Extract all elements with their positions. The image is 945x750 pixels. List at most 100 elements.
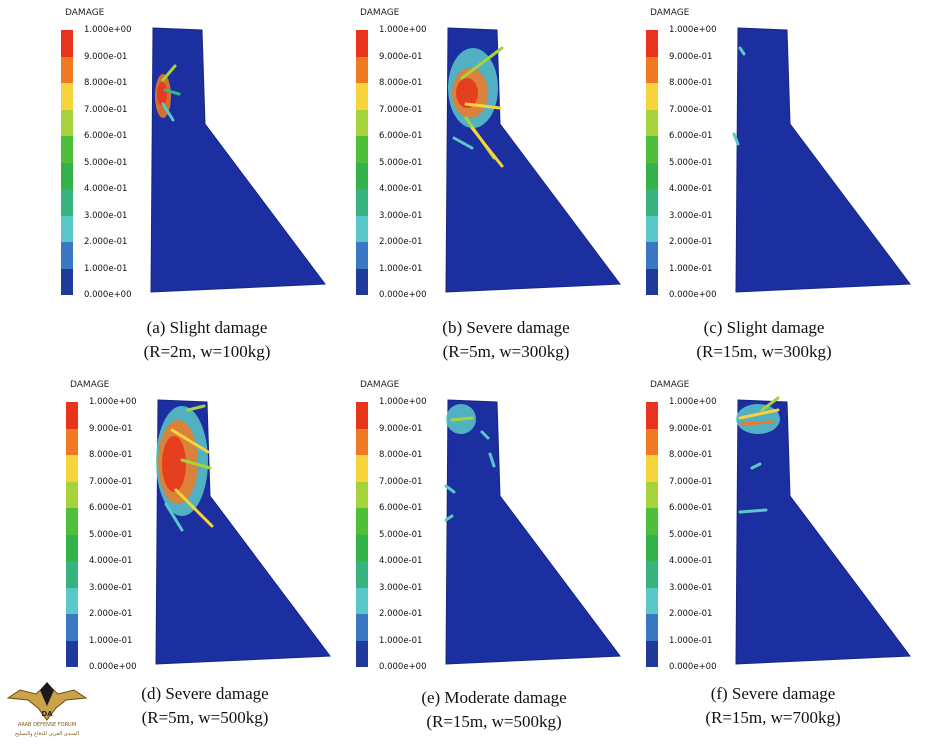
legend-swatch [356, 30, 368, 57]
damage-crack [161, 102, 175, 122]
legend-swatch [356, 215, 368, 242]
legend-swatch [61, 56, 73, 83]
panel-caption: (e) Moderate damage (R=15m, w=500kg) [364, 686, 624, 734]
caption-parameters: (R=15m, w=300kg) [696, 342, 832, 361]
legend-tick-label: 1.000e-01 [379, 635, 423, 646]
legend-swatch [646, 640, 658, 667]
legend-title: DAMAGE [65, 8, 105, 18]
legend-swatch [356, 402, 368, 429]
eagle-emblem-icon: DA [6, 682, 88, 721]
legend-tick-label: 4.000e-01 [669, 556, 713, 566]
damage-crack [186, 404, 206, 412]
watermark-logo: DA ARAB DEFENSE FORUM المنتدى العربي للد… [0, 676, 94, 743]
damage-crack [740, 420, 774, 426]
damage-crack [738, 46, 746, 56]
caption-parameters: (R=5m, w=500kg) [141, 708, 269, 727]
damage-crack [460, 46, 504, 80]
dam-cross-section [735, 396, 911, 665]
legend-tick-label: 2.000e-01 [89, 609, 133, 619]
legend-color-bar [356, 402, 368, 667]
legend-swatch [646, 189, 658, 216]
legend-title: DAMAGE [650, 8, 690, 18]
legend-tick-label: 3.000e-01 [669, 210, 713, 221]
legend-tick-label: 7.000e-01 [669, 104, 713, 115]
legend-swatch [356, 481, 368, 508]
legend-swatch [356, 534, 368, 561]
legend-tick-label: 9.000e-01 [89, 423, 133, 434]
legend-tick-label: 0.000e+00 [84, 290, 132, 300]
dam-cross-section [444, 399, 621, 665]
legend-swatch [61, 162, 73, 189]
legend-tick-label: 2.000e-01 [379, 237, 423, 247]
legend-color-bar [66, 402, 78, 667]
panel-caption: (a) Slight damage (R=2m, w=100kg) [77, 316, 337, 364]
legend-swatch [356, 455, 368, 482]
legend-swatch [646, 136, 658, 163]
legend-tick-label: 8.000e-01 [379, 78, 423, 88]
legend-swatch [646, 162, 658, 189]
legend-tick-label: 8.000e-01 [379, 450, 423, 460]
caption-title: (d) Severe damage [141, 684, 269, 703]
damage-crack [464, 102, 502, 110]
legend-swatch [61, 30, 73, 57]
damage-crack [164, 502, 184, 532]
legend-swatch [61, 109, 73, 136]
damage-crack [750, 462, 762, 470]
legend-tick-label: 6.000e-01 [84, 131, 128, 141]
legend-tick-label: 3.000e-01 [379, 582, 423, 593]
damage-crack [450, 416, 474, 422]
legend-swatch [66, 402, 78, 429]
legend-swatch [356, 56, 368, 83]
legend-tick-label: 1.000e+00 [89, 397, 137, 407]
legend-tick-label: 7.000e-01 [84, 104, 128, 115]
legend-tick-label: 8.000e-01 [669, 78, 713, 88]
legend-swatch [356, 189, 368, 216]
legend-tick-label: 7.000e-01 [89, 476, 133, 487]
damage-crack [452, 136, 474, 150]
legend-color-bar [646, 402, 658, 667]
legend-tick-label: 4.000e-01 [379, 556, 423, 566]
damage-zone [162, 436, 186, 492]
legend-tick-label: 6.000e-01 [669, 503, 713, 513]
legend-tick-label: 7.000e-01 [379, 104, 423, 115]
legend-swatch [646, 268, 658, 295]
legend-tick-label: 1.000e-01 [84, 263, 128, 274]
panel-c: DAMAGE 1.000e+00 9.000e-01 8.000e-01 7.000e-… [640, 8, 940, 378]
caption-parameters: (R=5m, w=300kg) [442, 342, 570, 361]
damage-crack [738, 508, 768, 514]
damage-crack [732, 132, 740, 146]
legend-color-bar [61, 30, 73, 295]
legend-tick-label: 9.000e-01 [379, 51, 423, 62]
legend-tick-label: 2.000e-01 [669, 609, 713, 619]
legend-tick-label: 3.000e-01 [669, 582, 713, 593]
legend-tick-label: 1.000e+00 [669, 25, 717, 35]
legend-swatch [646, 508, 658, 535]
damage-zone [456, 78, 478, 108]
legend-swatch [66, 534, 78, 561]
panel-caption: (b) Severe damage (R=5m, w=300kg) [376, 316, 636, 364]
damage-zone [157, 82, 167, 106]
legend-tick-label: 0.000e+00 [379, 290, 427, 300]
legend-tick-label: 1.000e+00 [669, 397, 717, 407]
legend-swatch [356, 614, 368, 641]
legend-tick-label: 4.000e-01 [84, 184, 128, 194]
legend-swatch [356, 268, 368, 295]
legend-title: DAMAGE [360, 8, 400, 18]
legend-color-bar [356, 30, 368, 295]
legend-title: DAMAGE [70, 380, 110, 390]
dam-cross-section [445, 27, 621, 293]
logo-text-arabic: المنتدى العربي للدفاع والتسليح [14, 731, 80, 737]
legend-tick-label: 0.000e+00 [669, 662, 717, 672]
legend-swatch [66, 561, 78, 588]
damage-crack [488, 452, 496, 468]
legend-swatch [66, 428, 78, 455]
legend-swatch [61, 136, 73, 163]
panel-e: DAMAGE 1.000e+00 9.000e-01 8.000e-01 7.000e-… [350, 380, 650, 750]
damage-crack [170, 428, 210, 454]
legend-tick-label: 5.000e-01 [669, 529, 713, 540]
legend-tick-label: 1.000e-01 [379, 263, 423, 274]
damage-crack [480, 430, 490, 440]
legend-tick-label: 6.000e-01 [379, 503, 423, 513]
legend-swatch [646, 481, 658, 508]
logo-text-english: ARAB DEFENSE FORUM [17, 722, 77, 728]
